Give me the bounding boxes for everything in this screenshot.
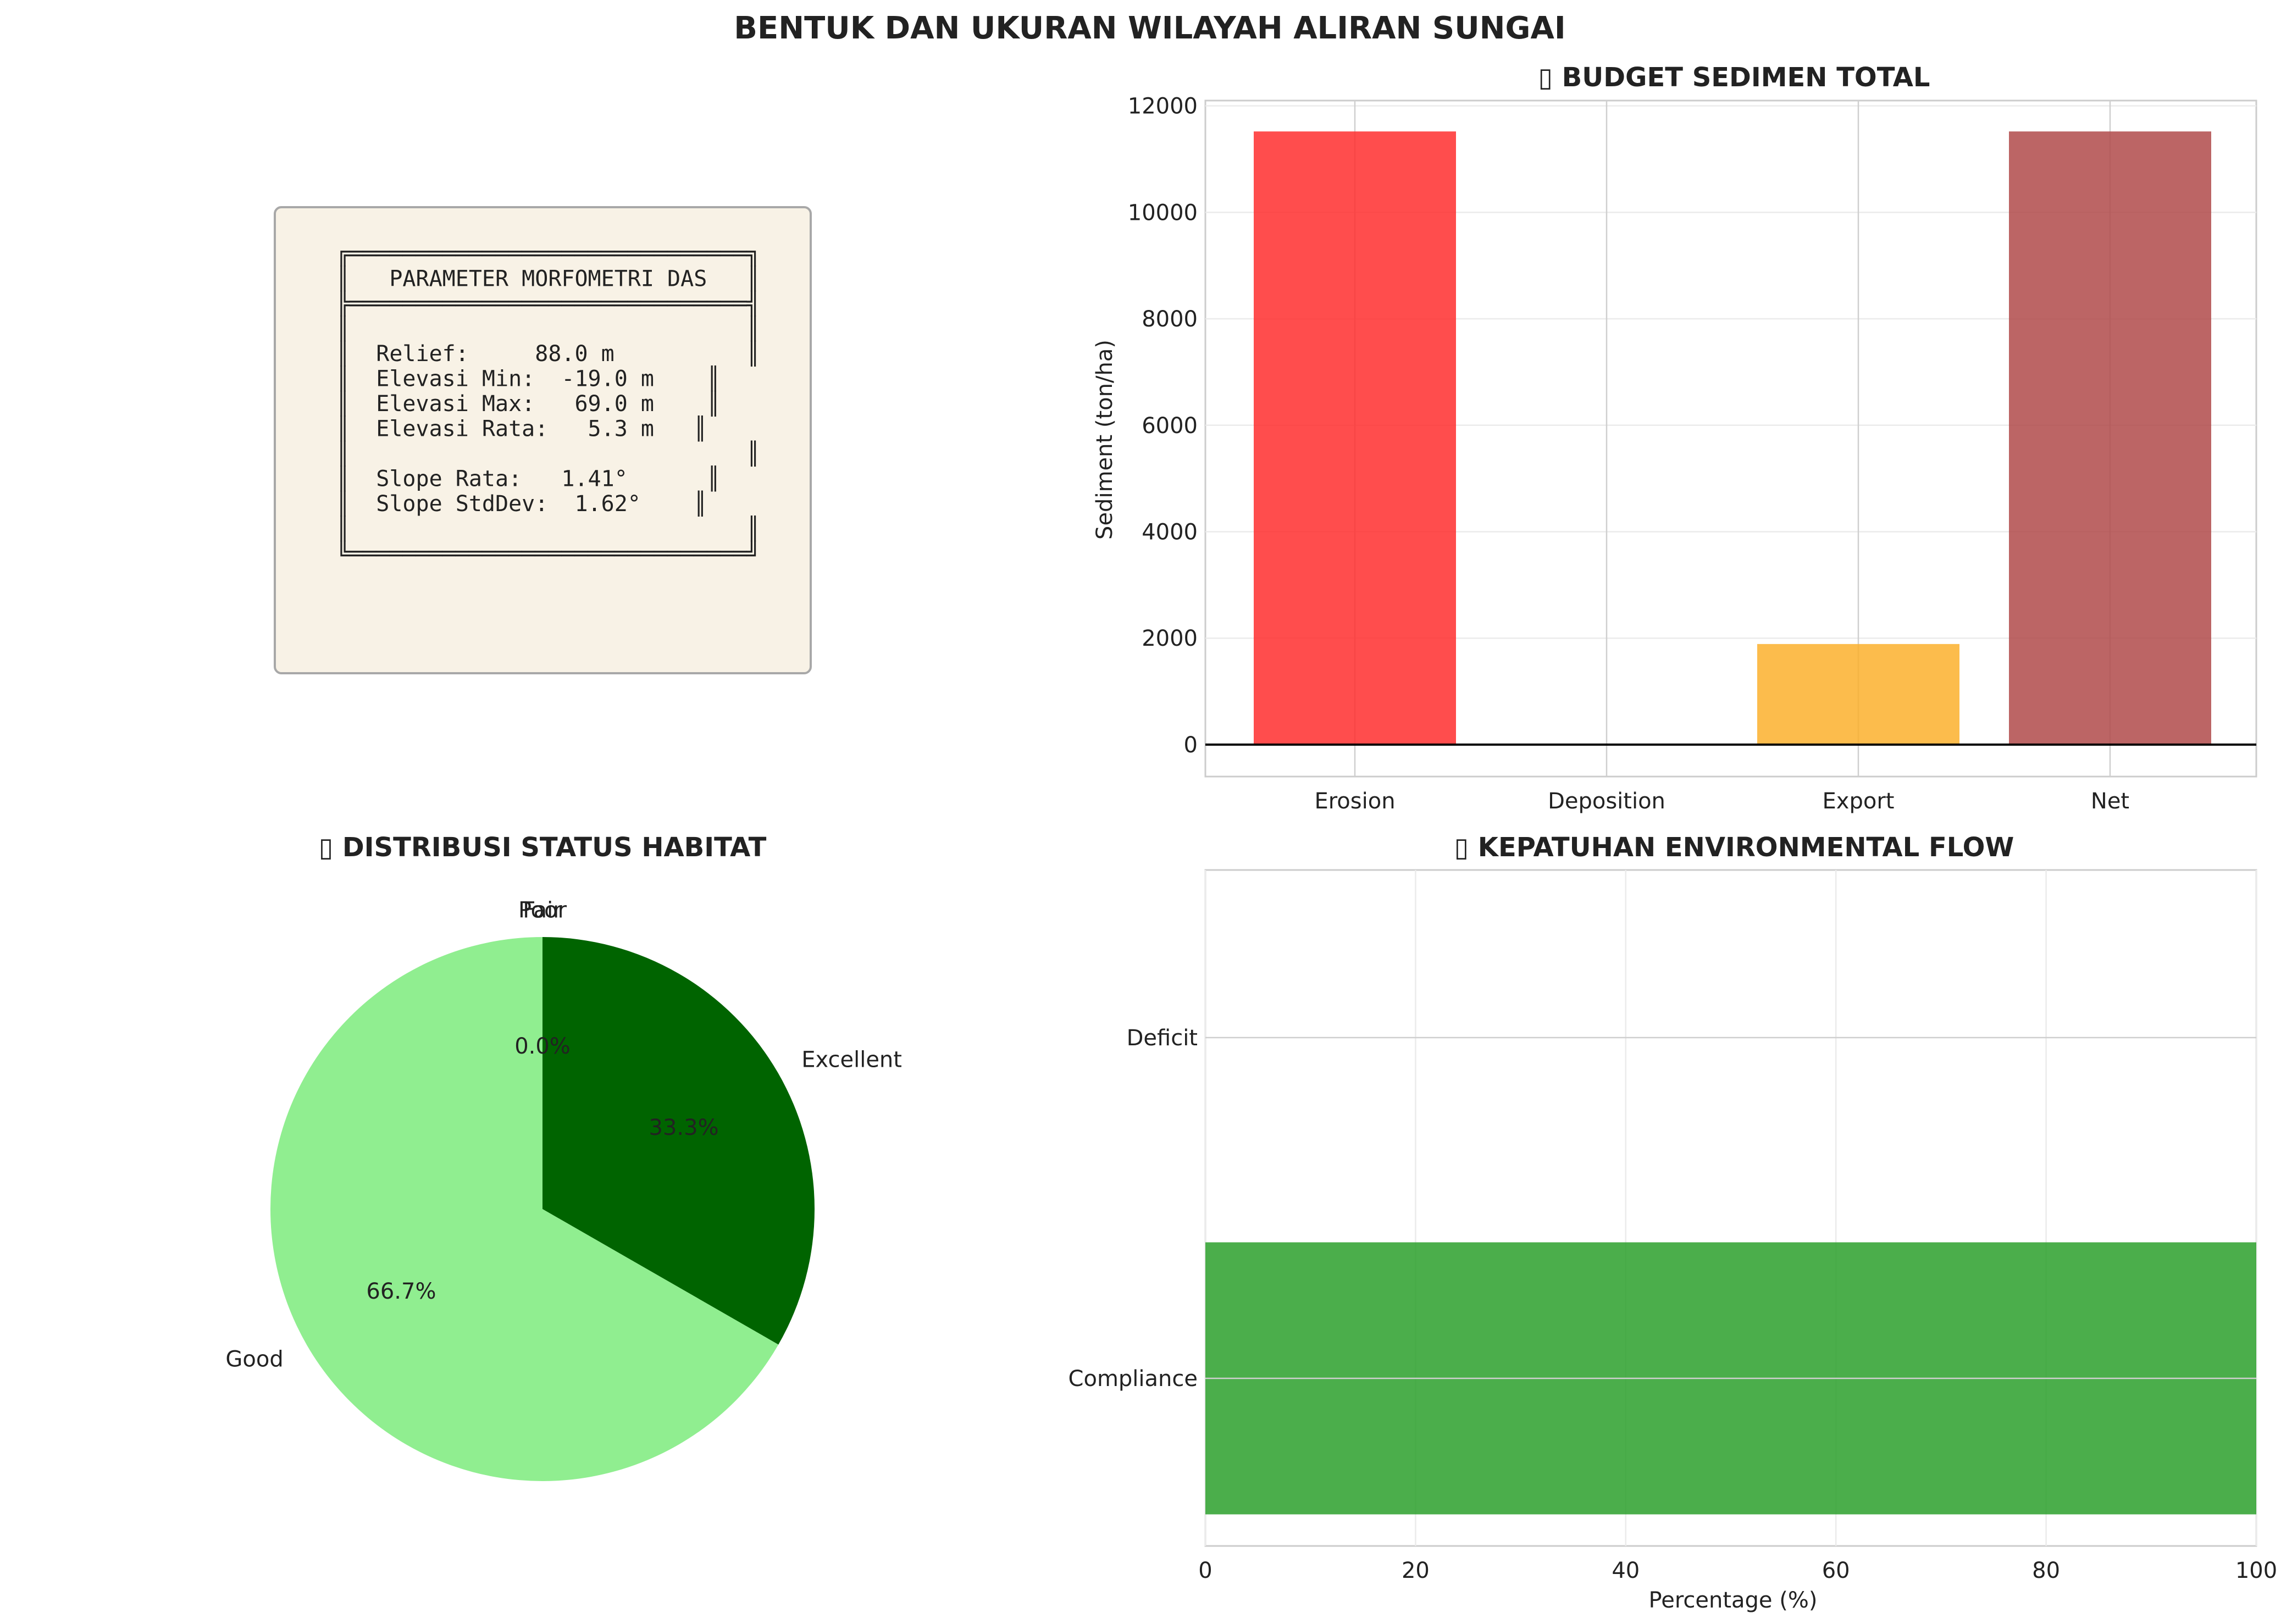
pie-slice (542, 937, 815, 1345)
parameter-box: ╔══════════════════════════════╗║ PARAME… (274, 206, 812, 674)
sediment-y-tick-label: 0 (1184, 733, 1198, 758)
pie-slice-label: Poor (518, 898, 567, 923)
parameter-line: ║ ║ (336, 516, 760, 542)
pie-slice (270, 937, 779, 1482)
pie-slice-label: Fair (523, 898, 562, 923)
sediment-y-axis-label: Sediment (ton/ha) (1092, 340, 1117, 540)
eflow-x-tick-label: 20 (1402, 1558, 1430, 1583)
eflow-y-tick-label: Deficit (1127, 1026, 1198, 1051)
eflow-compliance-chart: ▯ KEPATUHAN ENVIRONMENTAL FLOW Percentag… (1069, 832, 2278, 1613)
pie-slice-label: Excellent (801, 1047, 902, 1072)
parameter-lines: ╔══════════════════════════════╗║ PARAME… (336, 241, 760, 567)
pie-percent-label: 66.7% (366, 1279, 436, 1304)
parameter-box-frame (274, 206, 812, 674)
figure-title: BENTUK DAN UKURAN WILAYAH ALIRAN SUNGAI (734, 10, 1565, 46)
sediment-bar (1254, 131, 1456, 745)
parameter-line: ║ Relief: 88.0 m ║ (336, 340, 760, 367)
sediment-bar (1757, 644, 1959, 745)
eflow-x-tick-label: 60 (1822, 1558, 1850, 1583)
parameter-line: ╔══════════════════════════════╗ (336, 241, 760, 267)
parameter-line: ║ ║ (336, 440, 760, 467)
parameter-line: ║ Slope Rata: 1.41° ║ (336, 465, 720, 492)
pie-slice-label: Good (225, 1347, 283, 1372)
parameter-line: ║ Elevasi Min: -19.0 m ║ (336, 365, 720, 392)
eflow-x-tick-label: 0 (1198, 1558, 1212, 1583)
parameter-line: ╚══════════════════════════════╝ (336, 540, 760, 567)
sediment-x-tick-label: Deposition (1548, 789, 1665, 814)
eflow-y-tick-label: Compliance (1069, 1366, 1198, 1392)
pie-percent-label: 0.0% (514, 1034, 571, 1059)
sediment-y-tick-label: 10000 (1128, 200, 1198, 225)
parameter-line: ║ PARAMETER MORFOMETRI DAS ║ (336, 265, 760, 292)
eflow-chart-title: ▯ KEPATUHAN ENVIRONMENTAL FLOW (1454, 832, 2014, 863)
habitat-chart-title: ▯ DISTRIBUSI STATUS HABITAT (319, 832, 767, 863)
parameter-line: ║ ║ (336, 315, 760, 342)
parameter-line: ║ Slope StdDev: 1.62° ║ (336, 490, 707, 517)
sediment-x-tick-label: Net (2091, 789, 2129, 814)
sediment-bar (2009, 131, 2211, 745)
habitat-status-pie: ▯ DISTRIBUSI STATUS HABITAT Excellent 33.… (225, 832, 902, 1482)
sediment-y-tick-label: 4000 (1142, 519, 1198, 545)
eflow-x-tick-label: 80 (2032, 1558, 2060, 1583)
sediment-y-tick-label: 6000 (1142, 413, 1198, 439)
eflow-x-tick-label: 100 (2235, 1558, 2277, 1583)
pie-percent-label: 33.3% (649, 1115, 719, 1140)
sediment-x-tick-label: Export (1823, 789, 1895, 814)
eflow-x-tick-label: 40 (1612, 1558, 1640, 1583)
parameter-line: ║ Elevasi Rata: 5.3 m ║ (336, 415, 707, 442)
sediment-y-tick-label: 12000 (1128, 94, 1198, 119)
parameter-line: ╠══════════════════════════════╣ (336, 290, 760, 317)
sediment-budget-chart: ▯ BUDGET SEDIMEN TOTAL Sediment (ton/ha)… (1092, 62, 2257, 814)
sediment-x-tick-label: Erosion (1314, 789, 1395, 814)
parameter-line: ║ Elevasi Max: 69.0 m ║ (336, 390, 720, 417)
sediment-chart-title: ▯ BUDGET SEDIMEN TOTAL (1538, 62, 1930, 93)
sediment-y-tick-label: 8000 (1142, 307, 1198, 332)
sediment-y-tick-label: 2000 (1142, 626, 1198, 651)
eflow-x-axis-label: Percentage (%) (1649, 1588, 1818, 1613)
